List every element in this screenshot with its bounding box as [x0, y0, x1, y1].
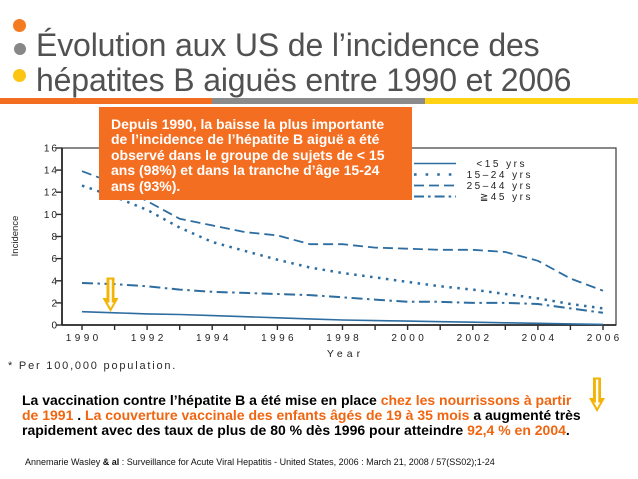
svg-text:2004: 2004: [522, 333, 558, 344]
svg-text:25–44 yrs: 25–44 yrs: [467, 181, 533, 192]
svg-text:12: 12: [44, 188, 59, 199]
svg-text:Year: Year: [327, 348, 364, 360]
svg-text:10: 10: [44, 210, 59, 221]
svg-text:2: 2: [51, 298, 59, 309]
svg-text:4: 4: [51, 276, 59, 287]
svg-text:1992: 1992: [131, 333, 167, 344]
svg-text:2002: 2002: [457, 333, 493, 344]
svg-text:2000: 2000: [391, 333, 427, 344]
svg-text:14: 14: [44, 166, 59, 177]
svg-text:0: 0: [51, 321, 59, 332]
svg-text:1998: 1998: [326, 333, 362, 344]
svg-text:1990: 1990: [66, 333, 102, 344]
svg-text:8: 8: [51, 232, 59, 243]
svg-text:15–24 yrs: 15–24 yrs: [467, 170, 533, 181]
svg-text:Incidence: Incidence: [10, 216, 21, 257]
svg-text:≧45 yrs: ≧45 yrs: [480, 192, 533, 203]
svg-text:1996: 1996: [261, 333, 297, 344]
svg-text:6: 6: [51, 254, 59, 265]
svg-text:2006: 2006: [587, 333, 623, 344]
svg-text:<15 yrs: <15 yrs: [476, 159, 527, 170]
svg-text:1994: 1994: [196, 333, 232, 344]
svg-text:16: 16: [44, 144, 59, 155]
